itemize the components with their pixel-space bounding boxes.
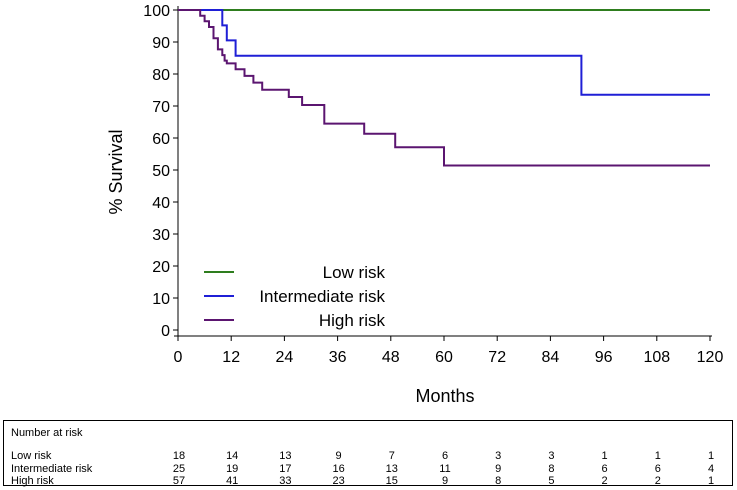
risk-count: 6	[601, 463, 608, 475]
curve-intermediate-risk	[178, 9, 710, 96]
risk-count: 41	[226, 475, 239, 487]
y-tick-label: 0	[161, 323, 170, 340]
y-tick-label: 60	[152, 131, 170, 148]
risk-count: 2	[654, 475, 661, 487]
risk-count: 1	[707, 450, 715, 462]
risk-count: 25	[172, 463, 186, 475]
x-tick-label: 12	[222, 349, 240, 366]
risk-table-header: Number at risk	[11, 427, 83, 439]
risk-count: 11	[439, 463, 451, 475]
legend: Low risk Intermediate risk High risk	[204, 263, 385, 330]
curve-high-risk	[178, 9, 710, 167]
risk-count: 14	[226, 450, 239, 462]
y-tick-label: 70	[152, 99, 170, 116]
x-axis-title: Months	[415, 386, 474, 406]
y-tick-label: 40	[152, 195, 170, 212]
risk-count: 6	[441, 450, 449, 462]
x-tick-label: 84	[542, 349, 560, 366]
risk-count: 18	[172, 450, 186, 462]
y-tick-label: 90	[152, 35, 170, 52]
risk-count: 17	[279, 463, 292, 475]
risk-count: 2	[601, 475, 608, 487]
risk-count: 4	[707, 463, 715, 475]
x-tick-label: 0	[174, 349, 183, 366]
x-tick-label: 72	[488, 349, 506, 366]
x-tick-label: 108	[643, 349, 670, 366]
survival-curves	[178, 9, 710, 167]
risk-count: 8	[495, 475, 502, 487]
x-tick-label: 120	[697, 349, 724, 366]
legend-label-high-risk: High risk	[319, 311, 386, 330]
y-tick-label: 10	[152, 291, 170, 308]
risk-count: 57	[172, 475, 186, 487]
risk-count: 3	[495, 450, 502, 462]
risk-count: 9	[335, 450, 342, 462]
risk-row-label: Intermediate risk	[11, 463, 93, 475]
risk-count: 19	[226, 463, 239, 475]
risk-count: 1	[654, 450, 661, 462]
y-tick-label: 30	[152, 227, 170, 244]
y-tick-label: 20	[152, 259, 170, 276]
risk-count: 3	[548, 450, 555, 462]
risk-count: 23	[332, 475, 345, 487]
legend-label-intermediate-risk: Intermediate risk	[259, 287, 385, 306]
x-tick-label: 48	[382, 349, 400, 366]
number-at-risk-table: Number at risk Low risk 18 14 13 9 7 6 3 3 1 1 1 Int…	[3, 420, 733, 487]
y-tick-label: 50	[152, 163, 170, 180]
risk-count: 1	[601, 450, 608, 462]
x-tick-label: 36	[329, 349, 347, 366]
risk-count: 5	[548, 475, 555, 487]
y-tick-label: 100	[143, 3, 170, 20]
plot-frame	[174, 6, 712, 337]
risk-count: 9	[441, 475, 449, 487]
risk-count: 6	[654, 463, 661, 475]
x-tick-label: 60	[435, 349, 453, 366]
risk-count: 13	[279, 450, 292, 462]
legend-label-low-risk: Low risk	[323, 263, 386, 282]
risk-row-label: High risk	[11, 475, 54, 487]
risk-count: 1	[707, 475, 715, 487]
risk-count: 15	[385, 475, 398, 487]
y-axis: 0 10 20 30 40 50 60 70 80 90 100	[143, 3, 178, 340]
y-tick-label: 80	[152, 67, 170, 84]
risk-count: 9	[495, 463, 502, 475]
risk-count: 8	[548, 463, 555, 475]
risk-count: 7	[388, 450, 395, 462]
risk-count: 16	[332, 463, 345, 475]
x-tick-label: 24	[276, 349, 294, 366]
risk-count: 33	[279, 475, 292, 487]
y-axis-title: % Survival	[106, 129, 126, 214]
x-axis: 0 12 24 36 48 60 72 84 96 108 120	[174, 336, 724, 366]
survival-chart: 0 10 20 30 40 50 60 70 80 90 100 0 12 24 36 48 60 72 84 96…	[106, 3, 724, 406]
x-tick-label: 96	[595, 349, 613, 366]
risk-count: 13	[385, 463, 398, 475]
risk-row-label: Low risk	[11, 450, 52, 462]
